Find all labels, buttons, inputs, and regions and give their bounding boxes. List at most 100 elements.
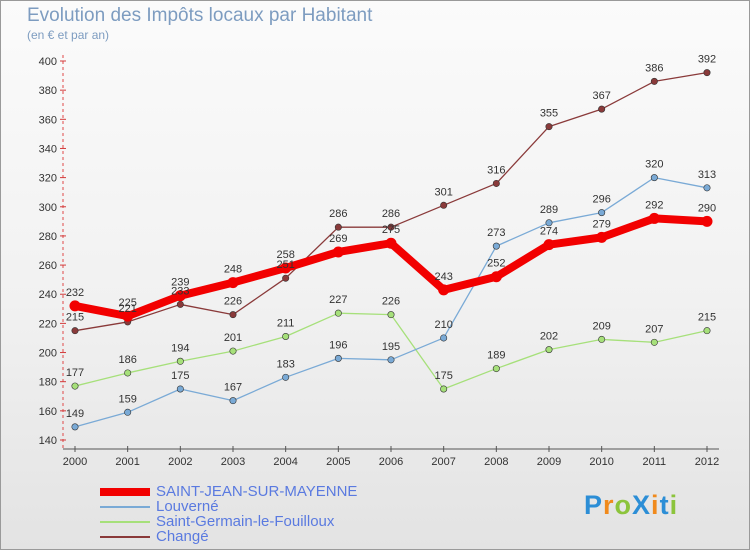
data-label: 227: [329, 294, 347, 306]
data-point: [703, 69, 711, 77]
data-point: [176, 385, 184, 393]
data-label: 289: [540, 204, 558, 216]
data-label: 286: [382, 208, 400, 220]
data-point: [440, 334, 448, 342]
x-tick-label: 2011: [643, 456, 667, 468]
x-tick-label: 2003: [221, 456, 245, 468]
data-point: [598, 105, 606, 113]
data-point: [71, 327, 79, 335]
data-label: 252: [487, 258, 505, 270]
data-point: [648, 212, 660, 224]
data-label: 233: [171, 285, 189, 297]
data-point: [332, 246, 344, 258]
x-tick-label: 2000: [63, 456, 87, 468]
series-line: [74, 72, 708, 332]
data-label: 215: [698, 312, 716, 324]
data-label: 273: [487, 227, 505, 239]
y-tick-label: 300: [39, 202, 57, 214]
data-label: 211: [277, 318, 295, 330]
legend-swatch: [100, 506, 150, 508]
data-label: 167: [224, 382, 242, 394]
data-label: 367: [592, 90, 610, 102]
data-label: 392: [698, 54, 716, 66]
data-point: [124, 408, 132, 416]
y-tick-label: 280: [39, 231, 57, 243]
data-label: 196: [329, 339, 347, 351]
legend-swatch: [100, 521, 150, 523]
data-point: [490, 271, 502, 283]
data-point: [387, 311, 395, 319]
data-label: 215: [66, 312, 84, 324]
data-point: [334, 354, 342, 362]
data-point: [229, 347, 237, 355]
data-label: 149: [66, 408, 84, 420]
x-tick-label: 2005: [326, 456, 350, 468]
data-label: 258: [276, 249, 294, 261]
logo-letter: t: [659, 490, 670, 520]
data-label: 183: [276, 358, 294, 370]
data-point: [440, 201, 448, 209]
data-point: [280, 262, 292, 274]
data-label: 296: [592, 194, 610, 206]
legend-swatch: [100, 536, 150, 538]
legend-swatch: [100, 488, 150, 496]
data-point: [124, 369, 132, 377]
data-point: [492, 242, 500, 250]
y-tick-label: 180: [39, 377, 57, 389]
y-tick-label: 380: [39, 85, 57, 97]
data-label: 243: [434, 271, 452, 283]
data-point: [174, 290, 186, 302]
legend-label: Louverné: [156, 498, 219, 515]
legend-label: Changé: [156, 528, 209, 545]
data-label: 202: [540, 331, 558, 343]
data-point: [176, 357, 184, 365]
x-tick-label: 2002: [168, 456, 192, 468]
data-point: [282, 274, 290, 282]
logo-letter: X: [632, 490, 652, 520]
y-tick-label: 200: [39, 348, 57, 360]
data-point: [227, 277, 239, 289]
data-label: 239: [171, 277, 189, 289]
data-label: 269: [329, 233, 347, 245]
data-label: 210: [434, 319, 452, 331]
logo-letter: i: [651, 490, 660, 520]
x-tick-label: 2007: [431, 456, 455, 468]
data-label: 313: [698, 169, 716, 181]
y-tick-label: 160: [39, 406, 57, 418]
data-label: 189: [487, 350, 505, 362]
data-point: [387, 223, 395, 231]
y-tick-label: 320: [39, 173, 57, 185]
data-point: [492, 365, 500, 373]
data-point: [122, 310, 134, 322]
data-point: [334, 309, 342, 317]
data-point: [229, 311, 237, 319]
data-point: [703, 327, 711, 335]
x-tick-label: 2004: [273, 456, 297, 468]
data-label: 320: [645, 159, 663, 171]
data-label: 207: [645, 323, 663, 335]
data-label: 355: [540, 108, 558, 120]
y-tick-label: 240: [39, 289, 57, 301]
x-tick-label: 2009: [537, 456, 561, 468]
data-label: 274: [540, 226, 558, 238]
data-point: [71, 423, 79, 431]
legend-label: SAINT-JEAN-SUR-MAYENNE: [156, 483, 358, 500]
data-label: 279: [592, 218, 610, 230]
data-label: 301: [434, 186, 452, 198]
data-label: 386: [645, 62, 663, 74]
logo-letter: o: [614, 490, 633, 520]
data-label: 251: [276, 259, 294, 271]
data-point: [69, 300, 81, 312]
data-point: [596, 231, 608, 243]
data-point: [282, 373, 290, 381]
data-label: 226: [224, 296, 242, 308]
data-label: 316: [487, 164, 505, 176]
data-point: [650, 174, 658, 182]
proxiti-logo: ProXiti: [584, 490, 678, 521]
y-tick-label: 260: [39, 260, 57, 272]
data-label: 292: [645, 199, 663, 211]
data-point: [492, 179, 500, 187]
data-point: [438, 284, 450, 296]
logo-letter: P: [584, 490, 604, 520]
data-point: [176, 300, 184, 308]
